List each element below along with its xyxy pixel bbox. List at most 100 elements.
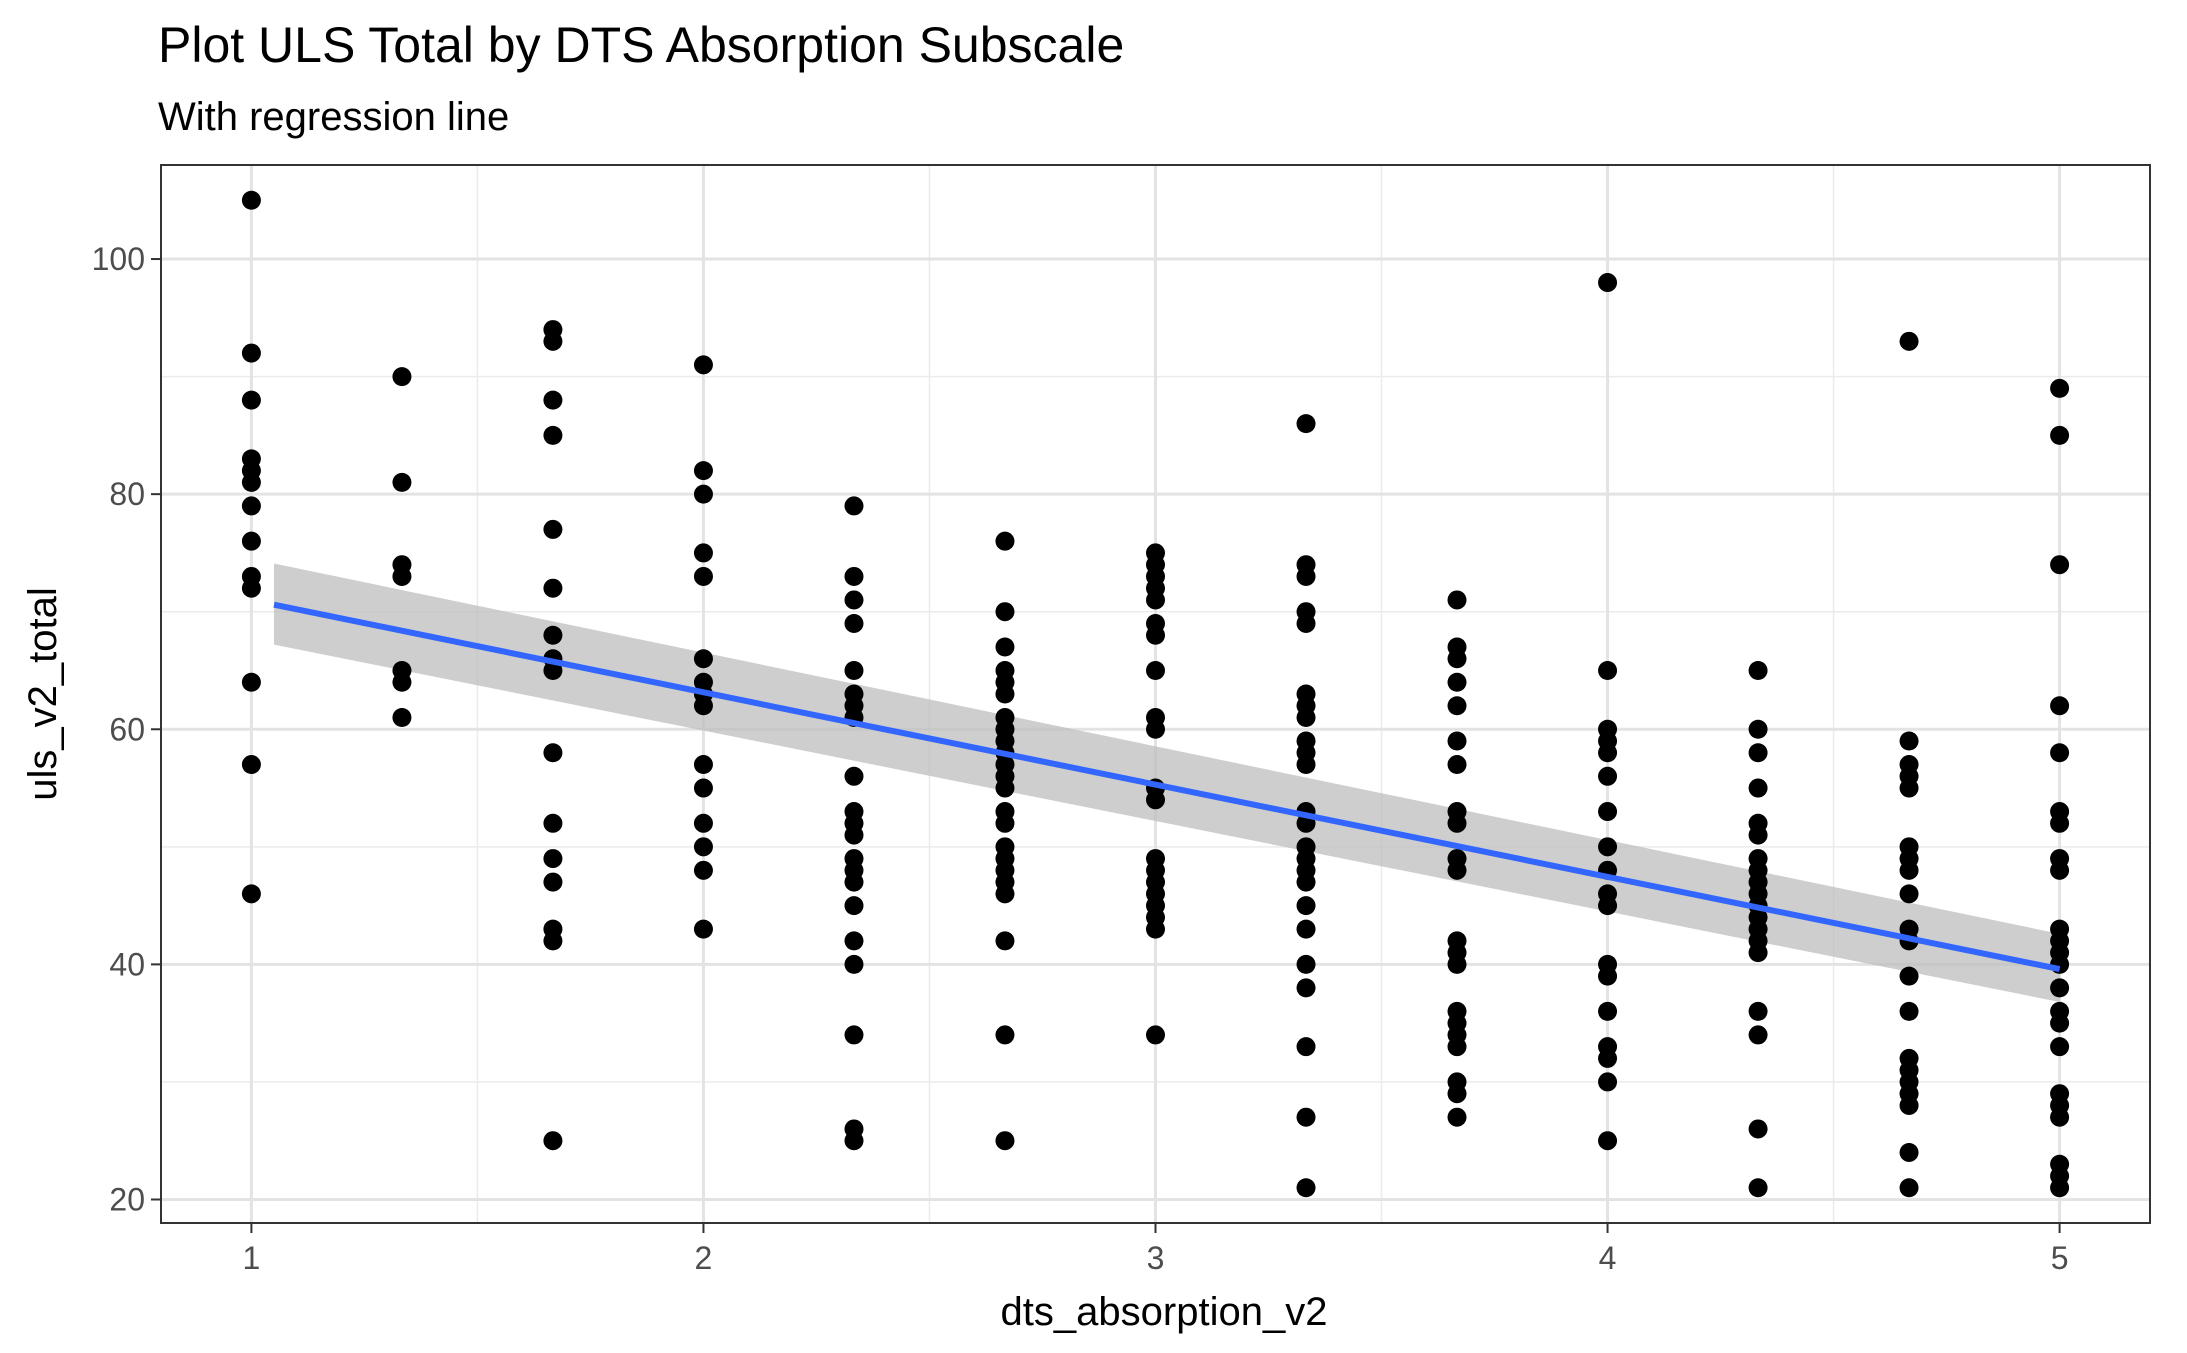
x-tick-label: 4 <box>1599 1240 1617 1276</box>
data-point <box>995 1025 1015 1045</box>
data-point <box>1296 708 1316 728</box>
y-tick-label: 80 <box>109 476 145 512</box>
data-point <box>995 684 1015 704</box>
data-point <box>995 1131 1015 1151</box>
data-point <box>2050 1013 2070 1033</box>
data-point <box>1748 1119 1768 1139</box>
x-tick-label: 1 <box>243 1240 261 1276</box>
data-point <box>1748 943 1768 963</box>
y-tick-label: 60 <box>109 711 145 747</box>
data-point <box>543 578 563 598</box>
data-point <box>995 884 1015 904</box>
data-point <box>543 1131 563 1151</box>
data-point <box>844 766 864 786</box>
data-point <box>1748 1001 1768 1021</box>
data-point <box>2050 813 2070 833</box>
data-point <box>1146 919 1165 939</box>
data-point <box>1296 613 1316 633</box>
data-point <box>392 672 412 692</box>
data-point <box>995 931 1015 951</box>
data-point <box>2050 978 2070 998</box>
data-point <box>241 672 261 692</box>
data-point <box>693 860 713 880</box>
data-point <box>844 590 864 610</box>
data-point <box>241 884 261 904</box>
data-point <box>1598 802 1618 822</box>
data-point <box>241 390 261 410</box>
data-point <box>1748 743 1768 763</box>
data-point <box>1296 566 1316 586</box>
data-point <box>2050 378 2070 398</box>
data-point <box>241 496 261 516</box>
x-tick-label: 2 <box>695 1240 713 1276</box>
data-point <box>1598 1072 1618 1092</box>
data-point <box>1447 672 1467 692</box>
data-point <box>693 919 713 939</box>
data-point <box>693 755 713 775</box>
data-point <box>1748 1025 1768 1045</box>
data-point <box>1296 1107 1316 1127</box>
data-point <box>1598 837 1618 857</box>
data-point <box>2050 1037 2070 1057</box>
data-point <box>844 1025 864 1045</box>
data-point <box>1296 1037 1316 1057</box>
data-point <box>1899 331 1919 351</box>
data-point <box>1296 978 1316 998</box>
data-point <box>241 343 261 363</box>
data-point <box>844 931 864 951</box>
data-point <box>543 872 563 892</box>
data-point <box>1598 273 1618 293</box>
data-point <box>2050 1178 2070 1198</box>
data-point <box>2050 425 2070 445</box>
data-point <box>1899 731 1919 751</box>
data-point <box>392 566 412 586</box>
data-point <box>1899 966 1919 986</box>
data-point <box>693 696 713 716</box>
data-point <box>1598 966 1618 986</box>
data-point <box>1146 660 1165 680</box>
chart-title: Plot ULS Total by DTS Absorption Subscal… <box>158 17 1124 73</box>
data-point <box>1899 1142 1919 1162</box>
data-point <box>1899 860 1919 880</box>
data-point <box>1146 719 1165 739</box>
data-point <box>543 743 563 763</box>
data-point <box>1598 660 1618 680</box>
data-point <box>1598 743 1618 763</box>
data-point <box>1748 825 1768 845</box>
data-point <box>1598 896 1618 916</box>
data-point <box>2050 860 2070 880</box>
data-point <box>844 954 864 974</box>
data-point <box>844 496 864 516</box>
data-point <box>1447 590 1467 610</box>
data-point <box>844 566 864 586</box>
data-point <box>1296 755 1316 775</box>
data-point <box>995 637 1015 657</box>
data-point <box>1447 1107 1467 1127</box>
data-point <box>693 778 713 798</box>
data-point <box>844 896 864 916</box>
data-point <box>543 519 563 539</box>
data-point <box>1748 778 1768 798</box>
y-tick-label: 40 <box>109 946 145 982</box>
data-point <box>543 849 563 869</box>
x-tick-label: 3 <box>1147 1240 1165 1276</box>
data-point <box>1146 590 1165 610</box>
data-point <box>1598 1131 1618 1151</box>
data-point <box>693 837 713 857</box>
data-point <box>2050 954 2070 974</box>
y-axis-ticks: 20 40 60 80 100 <box>92 241 161 1217</box>
data-point <box>1146 790 1165 810</box>
data-point <box>2050 743 2070 763</box>
data-point <box>543 390 563 410</box>
data-point <box>693 813 713 833</box>
data-point <box>1899 1178 1919 1198</box>
data-point <box>241 755 261 775</box>
data-point <box>543 425 563 445</box>
data-point <box>241 531 261 551</box>
y-axis-title: uls_v2_total <box>21 587 65 800</box>
data-point <box>844 1131 864 1151</box>
data-point <box>995 531 1015 551</box>
data-point <box>1296 414 1316 434</box>
x-axis-ticks: 1 2 3 4 5 <box>243 1223 2068 1276</box>
data-point <box>693 543 713 563</box>
